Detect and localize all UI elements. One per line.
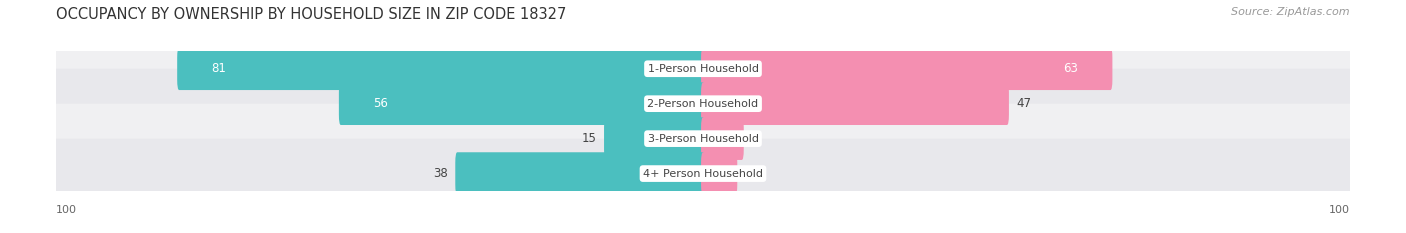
Text: OCCUPANCY BY OWNERSHIP BY HOUSEHOLD SIZE IN ZIP CODE 18327: OCCUPANCY BY OWNERSHIP BY HOUSEHOLD SIZE… bbox=[56, 7, 567, 22]
FancyBboxPatch shape bbox=[605, 117, 704, 160]
Text: 100: 100 bbox=[56, 205, 77, 215]
FancyBboxPatch shape bbox=[702, 47, 1112, 90]
Text: 63: 63 bbox=[1063, 62, 1078, 75]
FancyBboxPatch shape bbox=[702, 82, 1010, 125]
FancyBboxPatch shape bbox=[702, 117, 744, 160]
FancyBboxPatch shape bbox=[702, 152, 737, 195]
Text: 15: 15 bbox=[582, 132, 596, 145]
FancyBboxPatch shape bbox=[456, 152, 704, 195]
FancyBboxPatch shape bbox=[53, 34, 1353, 104]
Text: 56: 56 bbox=[373, 97, 388, 110]
Text: 47: 47 bbox=[1017, 97, 1032, 110]
Text: 2-Person Household: 2-Person Household bbox=[647, 99, 759, 109]
FancyBboxPatch shape bbox=[53, 69, 1353, 139]
Text: 4+ Person Household: 4+ Person Household bbox=[643, 169, 763, 178]
FancyBboxPatch shape bbox=[177, 47, 704, 90]
Text: 38: 38 bbox=[433, 167, 447, 180]
FancyBboxPatch shape bbox=[53, 104, 1353, 174]
Text: Source: ZipAtlas.com: Source: ZipAtlas.com bbox=[1232, 7, 1350, 17]
FancyBboxPatch shape bbox=[339, 82, 704, 125]
Text: 100: 100 bbox=[1329, 205, 1350, 215]
Text: 3-Person Household: 3-Person Household bbox=[648, 134, 758, 144]
Text: 6: 6 bbox=[752, 132, 759, 145]
FancyBboxPatch shape bbox=[53, 139, 1353, 209]
Text: 81: 81 bbox=[211, 62, 226, 75]
Text: 1-Person Household: 1-Person Household bbox=[648, 64, 758, 74]
Text: 5: 5 bbox=[745, 167, 752, 180]
